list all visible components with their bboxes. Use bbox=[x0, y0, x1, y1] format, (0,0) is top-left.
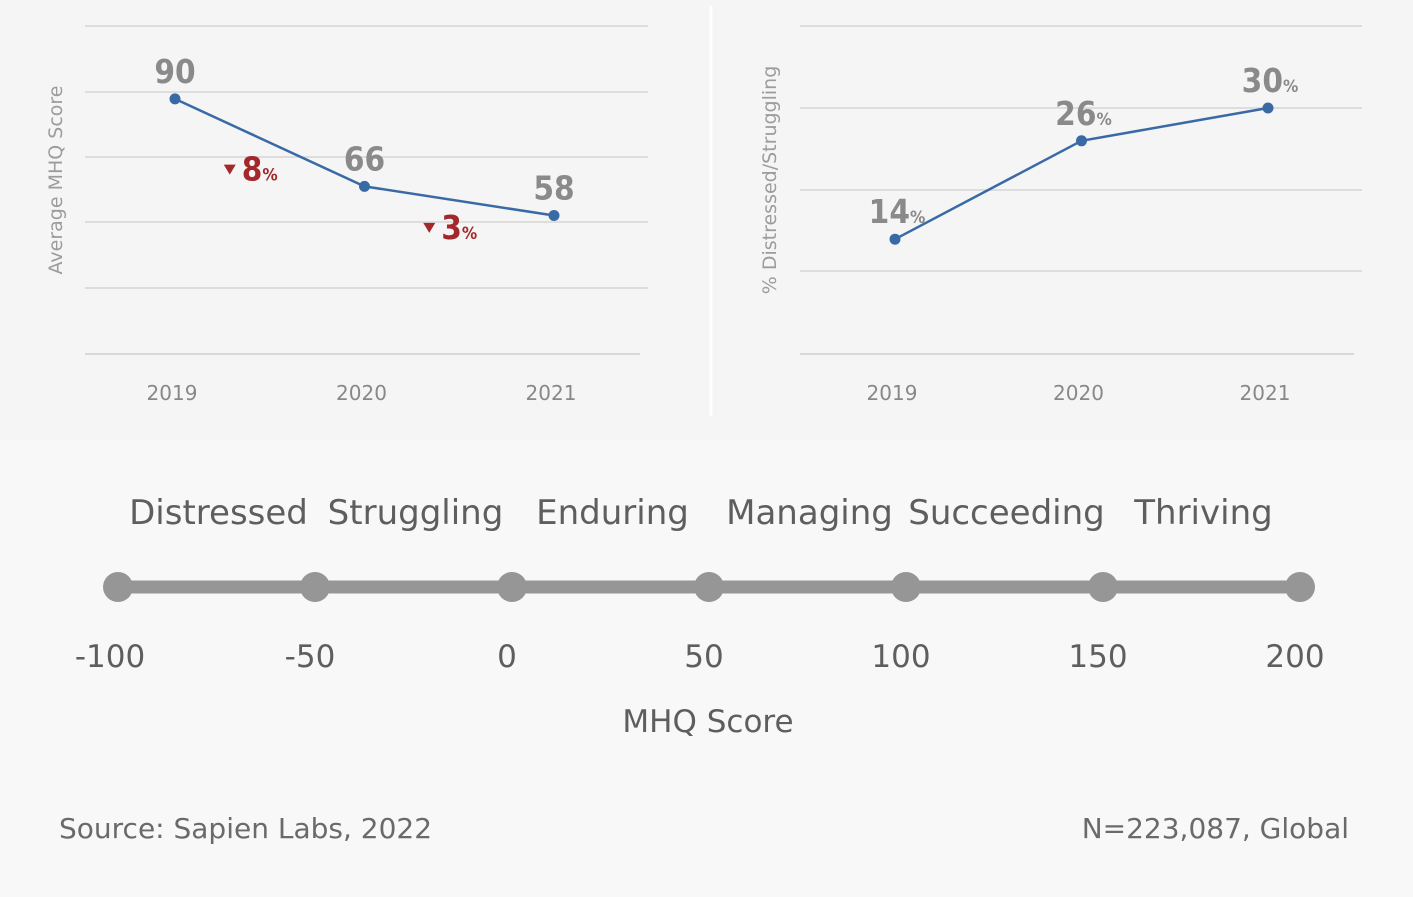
change-value: 8 bbox=[242, 150, 263, 189]
scale-tick-label: -100 bbox=[75, 639, 145, 675]
scale-category-label: Enduring bbox=[536, 493, 689, 533]
change-label: 3% bbox=[441, 208, 477, 247]
data-label: 58 bbox=[533, 169, 574, 208]
change-unit: % bbox=[462, 224, 477, 244]
scale-tick-label: -50 bbox=[285, 639, 336, 675]
data-point bbox=[889, 233, 901, 245]
data-label: 26% bbox=[1055, 94, 1112, 133]
data-point bbox=[548, 210, 560, 222]
change-annotation: 8% bbox=[223, 150, 278, 189]
scale-tick-label: 0 bbox=[497, 639, 517, 675]
scale-category-label: Thriving bbox=[1133, 493, 1272, 533]
scale-category-label: Succeeding bbox=[908, 493, 1105, 533]
scale-category-label: Managing bbox=[726, 493, 893, 533]
scale-tick-label: 150 bbox=[1068, 639, 1127, 675]
scale-tick-label: 50 bbox=[684, 639, 723, 675]
sample-size-note: N=223,087, Global bbox=[1081, 812, 1349, 845]
y-axis-label: % Distressed/Struggling bbox=[759, 66, 781, 295]
change-annotation: 3% bbox=[423, 208, 477, 247]
y-axis-label: Average MHQ Score bbox=[45, 86, 67, 275]
data-label: 14% bbox=[869, 192, 926, 231]
scale-node bbox=[1088, 572, 1118, 602]
down-triangle-icon bbox=[223, 164, 236, 175]
data-label-unit: % bbox=[1097, 110, 1112, 130]
charts-background bbox=[0, 0, 1413, 440]
scale-tick-label: 200 bbox=[1265, 639, 1324, 675]
data-point bbox=[169, 93, 181, 105]
data-label-value: 14 bbox=[869, 192, 910, 231]
scale-tick-label: 100 bbox=[871, 639, 930, 675]
scale-node bbox=[300, 572, 330, 602]
scale-axis-label: MHQ Score bbox=[622, 704, 793, 740]
change-label: 8% bbox=[242, 150, 278, 189]
down-triangle-icon bbox=[423, 222, 436, 233]
data-label: 66 bbox=[344, 139, 385, 178]
data-point bbox=[1076, 135, 1087, 147]
scale-node bbox=[694, 572, 724, 602]
change-unit: % bbox=[262, 166, 277, 186]
x-tick-label: 2019 bbox=[867, 381, 918, 405]
scale-category-label: Distressed bbox=[129, 493, 308, 533]
x-tick-label: 2019 bbox=[147, 381, 198, 405]
x-tick-label: 2020 bbox=[336, 381, 387, 405]
mhq-scale: -100 -50 0 50 100 150 200 Distressed Struggling E… bbox=[75, 493, 1325, 740]
data-label: 90 bbox=[154, 52, 195, 91]
data-label-value: 30 bbox=[1242, 61, 1283, 100]
scale-node bbox=[1285, 572, 1315, 602]
x-tick-label: 2020 bbox=[1053, 381, 1104, 405]
x-tick-label: 2021 bbox=[1240, 381, 1291, 405]
data-label-value: 26 bbox=[1055, 94, 1096, 133]
data-point bbox=[1262, 102, 1274, 114]
change-value: 3 bbox=[441, 208, 462, 247]
x-tick-label: 2021 bbox=[526, 381, 577, 405]
scale-node bbox=[497, 572, 527, 602]
data-label: 30% bbox=[1242, 61, 1299, 100]
data-label-unit: % bbox=[1283, 77, 1298, 97]
data-point bbox=[359, 180, 370, 192]
scale-category-label: Struggling bbox=[328, 493, 504, 533]
source-note: Source: Sapien Labs, 2022 bbox=[59, 812, 433, 845]
scale-node bbox=[103, 572, 133, 602]
data-label-unit: % bbox=[910, 208, 925, 228]
scale-node bbox=[891, 572, 921, 602]
